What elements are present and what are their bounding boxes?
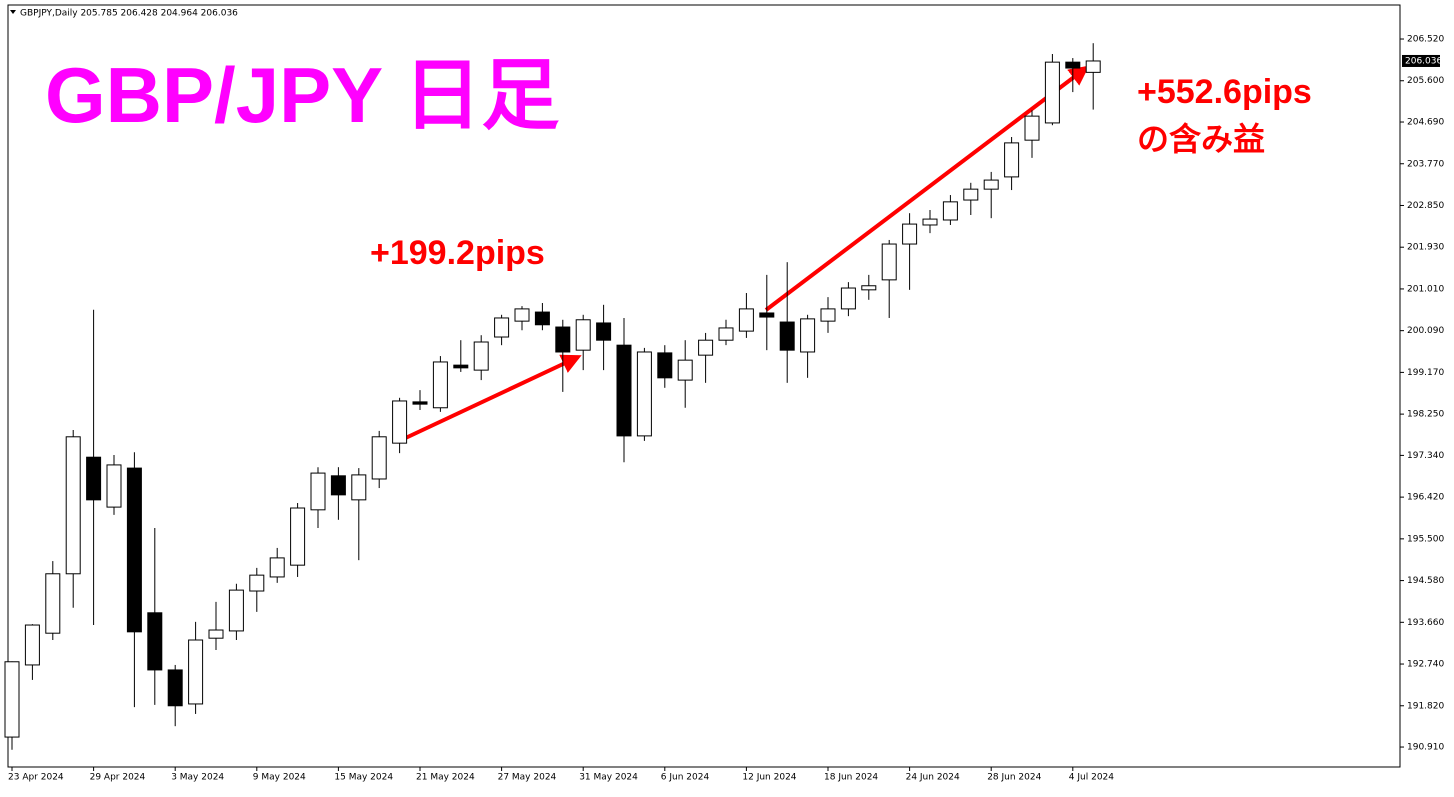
candle-body (738, 308, 754, 332)
x-tick-label: 9 May 2024 (253, 773, 306, 783)
candle-body (616, 344, 632, 437)
candle-body (922, 218, 938, 226)
candle-body (800, 318, 816, 353)
x-tick-label: 27 May 2024 (498, 773, 557, 783)
candle-body (575, 319, 591, 351)
chart-title: GBP/JPY 日足 (45, 51, 559, 139)
x-tick-label: 24 Jun 2024 (906, 773, 960, 783)
candle-body (473, 341, 489, 371)
x-tick-label: 4 Jul 2024 (1069, 773, 1114, 783)
candle-body (106, 464, 122, 508)
x-tick-label: 23 Apr 2024 (8, 773, 64, 783)
candle-body (657, 352, 673, 379)
x-tick-label: 12 Jun 2024 (742, 773, 796, 783)
candle-body (698, 339, 714, 356)
candle-body (228, 589, 244, 632)
candle-body (45, 573, 61, 634)
candle-body (963, 188, 979, 201)
y-tick-label: 196.420 (1407, 493, 1444, 503)
candle-body (881, 243, 897, 281)
candle-body (820, 308, 836, 322)
candle-body (1024, 115, 1040, 141)
y-tick-label: 197.340 (1407, 451, 1444, 461)
candle-body (371, 436, 387, 480)
candle-body (1065, 61, 1081, 69)
annotation: の含み益 (1137, 121, 1265, 157)
annotation: +552.6pips (1137, 73, 1312, 111)
y-tick-label: 193.660 (1407, 618, 1444, 628)
chart-header: GBPJPY,Daily 205.785 206.428 204.964 206… (20, 9, 238, 19)
x-tick-label: 28 Jun 2024 (987, 773, 1041, 783)
candle-body (636, 351, 652, 437)
x-tick-label: 18 Jun 2024 (824, 773, 878, 783)
candle-body (534, 311, 550, 326)
candle-body (65, 436, 81, 575)
y-tick-label: 192.740 (1407, 660, 1444, 670)
y-tick-label: 202.850 (1407, 201, 1444, 211)
candle-body (147, 612, 163, 671)
y-tick-label: 191.820 (1407, 701, 1444, 711)
candle-body (412, 401, 428, 405)
candle-body (596, 322, 612, 341)
candle-body (1085, 60, 1101, 73)
x-tick-label: 31 May 2024 (579, 773, 638, 783)
candle-body (86, 456, 102, 501)
candle-body (902, 223, 918, 245)
y-tick-label: 195.500 (1407, 534, 1444, 544)
y-tick-label: 199.170 (1407, 368, 1444, 378)
x-tick-label: 21 May 2024 (416, 773, 475, 783)
candle-body (1004, 142, 1020, 178)
y-tick-label: 190.910 (1407, 743, 1444, 753)
arrow (764, 65, 1090, 312)
candle-body (188, 639, 204, 705)
candle-body (24, 624, 40, 666)
candle-body (983, 179, 999, 190)
price-marker (1402, 54, 1440, 67)
candle-body (351, 474, 367, 501)
candle-body (290, 507, 306, 566)
price-marker-label: 206.036 (1405, 56, 1442, 66)
candle-body (249, 574, 265, 592)
candle-body (392, 400, 408, 444)
y-tick-label: 201.930 (1407, 243, 1444, 253)
candle-body (330, 475, 346, 496)
x-tick-label: 15 May 2024 (334, 773, 393, 783)
y-tick-label: 200.090 (1407, 326, 1444, 336)
y-tick-label: 205.600 (1407, 76, 1444, 86)
y-tick-label: 203.770 (1407, 159, 1444, 169)
x-tick-label: 29 Apr 2024 (90, 773, 146, 783)
candle-body (208, 629, 224, 639)
candle-body (494, 317, 510, 338)
candle-body (1044, 61, 1060, 124)
candle-body (840, 287, 856, 310)
annotation: +199.2pips (370, 234, 545, 272)
y-tick-label: 194.580 (1407, 576, 1444, 586)
candle-body (4, 661, 20, 738)
plot-frame (7, 4, 1401, 768)
candle-body (310, 472, 326, 511)
candle-body (555, 326, 571, 353)
candle-body (718, 327, 734, 341)
candle-body (759, 312, 775, 318)
header-icon (10, 10, 16, 14)
candle-body (514, 308, 530, 322)
y-tick-label: 201.010 (1407, 284, 1444, 294)
arrow (396, 354, 582, 444)
candle-body (453, 364, 469, 369)
y-tick-label: 198.250 (1407, 410, 1444, 420)
candle-body (167, 669, 183, 707)
x-tick-label: 6 Jun 2024 (661, 773, 710, 783)
candle-body (126, 467, 142, 633)
candle-body (861, 285, 877, 291)
candle-body (779, 321, 795, 351)
candle-body (432, 361, 448, 409)
x-tick-label: 3 May 2024 (171, 773, 224, 783)
candle-body (942, 201, 958, 221)
y-tick-label: 204.690 (1407, 118, 1444, 128)
candle-body (677, 359, 693, 381)
y-tick-label: 206.520 (1407, 35, 1444, 45)
candle-body (269, 557, 285, 578)
